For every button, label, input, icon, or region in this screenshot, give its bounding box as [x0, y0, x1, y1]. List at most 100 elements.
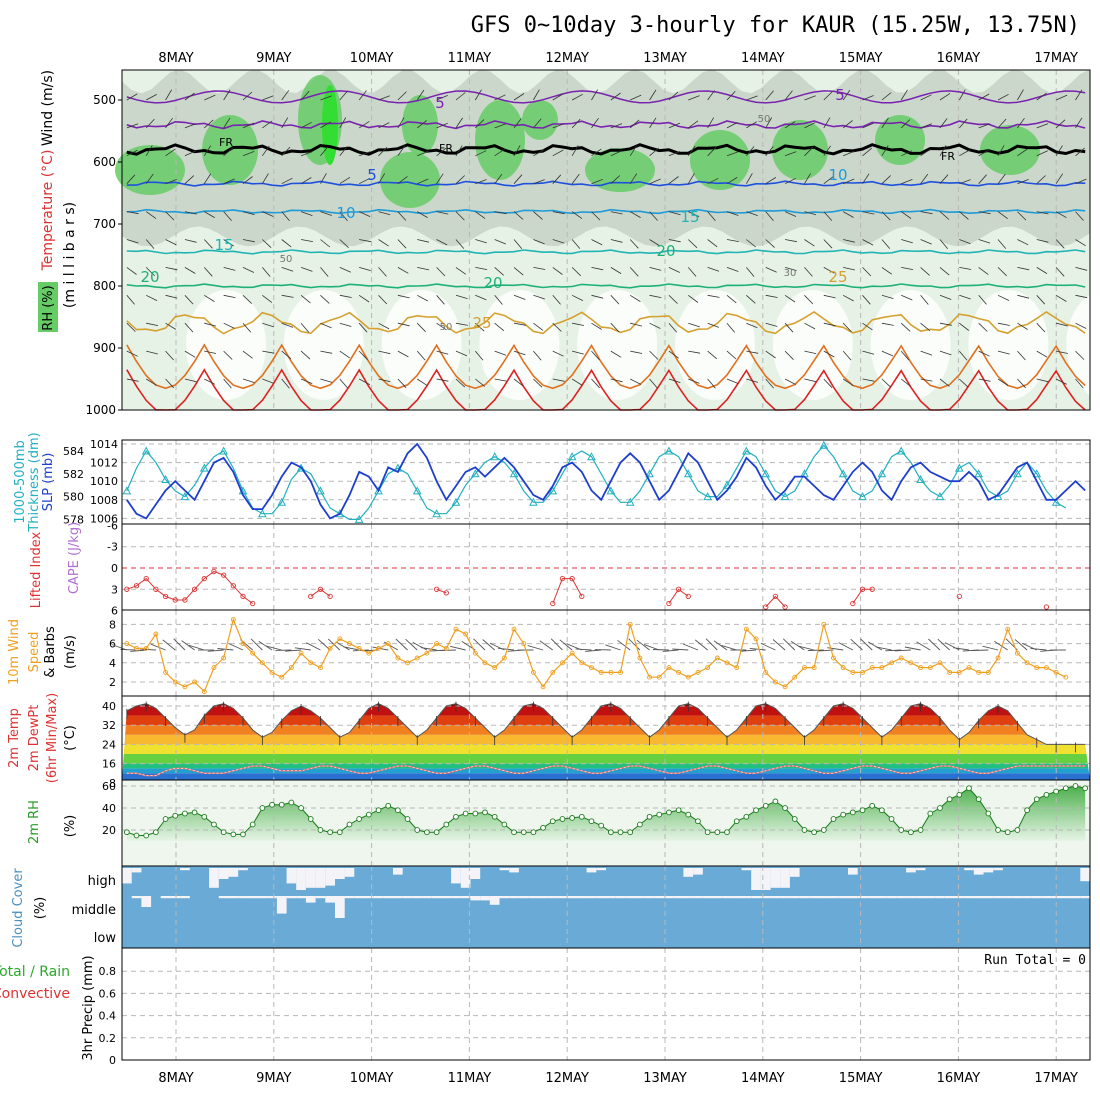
- wind-barb: [843, 267, 855, 271]
- wind-barb: [978, 93, 990, 101]
- wind-barb: [436, 378, 449, 382]
- wind-barb: [405, 638, 418, 651]
- wind-speed-marker: [376, 645, 381, 651]
- wind-barb: [417, 239, 429, 243]
- thickness-marker: [742, 446, 751, 455]
- wind-barb: [320, 267, 329, 277]
- rh-marker: [191, 809, 198, 816]
- wind-speed-marker: [627, 621, 633, 627]
- li-marker: [230, 583, 236, 589]
- wind-barb: [591, 378, 600, 389]
- wind-barb: [688, 350, 701, 354]
- precip-tick-label: 0.6: [99, 987, 117, 1000]
- wind-barb: [901, 179, 913, 185]
- wind-barb: [571, 378, 583, 386]
- cloud-clear-bar: [635, 896, 645, 899]
- wind-barb: [688, 120, 699, 129]
- cloud-clear-bar: [954, 896, 965, 899]
- rh-marker: [182, 810, 188, 817]
- chart-title: GFS 0~10day 3-hourly for KAUR (15.25W, 1…: [471, 13, 1080, 38]
- cloud-clear-bar: [596, 896, 606, 899]
- wind-barb: [668, 176, 679, 185]
- wind-barb: [881, 322, 894, 326]
- top-date-label: 10MAY: [350, 51, 394, 66]
- wind-speed-marker: [656, 674, 662, 680]
- wind-speed-marker: [734, 665, 740, 671]
- wind-barb: [901, 150, 913, 157]
- cloud-clear-bar: [819, 896, 829, 899]
- wind-barb: [920, 239, 932, 245]
- cloud-clear-bar: [547, 896, 558, 899]
- rh-marker: [772, 798, 779, 805]
- temp-tick-label: 16: [102, 758, 116, 771]
- wind-barb: [397, 294, 410, 299]
- rh-tick-label: 60: [102, 780, 116, 793]
- precip-tick-label: 0.4: [99, 1010, 117, 1023]
- wind-barb: [281, 239, 292, 248]
- thickness-marker: [432, 509, 441, 518]
- cloud-clear-bar: [228, 868, 239, 877]
- cloud-clear-bar: [683, 896, 694, 899]
- li-marker: [579, 593, 585, 600]
- thickness-marker: [296, 463, 306, 472]
- temp-tick-label: 24: [102, 738, 116, 751]
- wind-barb: [959, 294, 971, 300]
- cloud-clear-bar: [983, 896, 994, 899]
- wind-barb: [591, 117, 599, 129]
- wind-barb: [126, 211, 139, 215]
- wind-barb: [997, 239, 1007, 249]
- wind-barb: [339, 239, 349, 248]
- wind-barb: [575, 648, 592, 651]
- cloud-clear-bar: [422, 896, 432, 899]
- wind-barb: [395, 638, 408, 651]
- wind-speed-marker: [385, 641, 391, 647]
- wind-speed-marker: [831, 655, 836, 661]
- cloud-clear-bar: [1070, 896, 1081, 899]
- wind-barb: [494, 267, 504, 276]
- li-marker: [240, 593, 246, 600]
- wind-barb: [552, 123, 565, 129]
- lifted-index-label: Lifted Index: [29, 531, 44, 608]
- rh-dry-area: [283, 290, 364, 400]
- wind-speed-marker: [889, 660, 895, 666]
- wind-barb: [904, 646, 921, 651]
- rh-marker: [1014, 827, 1021, 833]
- wind-barb: [726, 239, 739, 242]
- cloud-level-label: middle: [72, 903, 116, 918]
- cloud-clear-bar: [373, 896, 384, 899]
- wind-speed-marker: [753, 636, 759, 642]
- li-marker: [133, 583, 140, 589]
- wind-barb: [533, 267, 546, 270]
- wind-barb: [1075, 294, 1088, 299]
- wind-barb: [126, 295, 135, 305]
- cloud-clear-bar: [760, 868, 771, 890]
- rh-marker: [540, 824, 546, 831]
- wind-barb: [494, 211, 507, 215]
- rh2m-label: 2m RH: [27, 800, 42, 844]
- wind-barb: [1017, 350, 1026, 361]
- wind-speed-marker: [482, 660, 488, 666]
- li-marker: [211, 568, 217, 575]
- thickness-marker: [606, 486, 616, 495]
- rh-marker: [298, 805, 304, 811]
- rh-marker: [985, 810, 992, 817]
- wind-barb: [339, 90, 348, 101]
- wind-barb: [649, 178, 661, 185]
- wind-barb: [765, 177, 777, 185]
- wind-barb: [513, 350, 526, 356]
- wind-barb: [1075, 178, 1087, 185]
- wind-barb: [726, 211, 739, 216]
- wind-barb: [746, 350, 759, 354]
- wind-barb: [1055, 119, 1066, 129]
- rh-marker: [472, 810, 479, 817]
- wind-barb: [920, 173, 929, 184]
- wind-label-b: Speed: [27, 632, 42, 673]
- wind-speed-marker: [995, 655, 1001, 661]
- cloud-clear-bar: [654, 896, 665, 899]
- wind-barb: [513, 211, 524, 220]
- rh-marker: [346, 821, 353, 828]
- wind-barb: [204, 322, 216, 327]
- wind-barb: [162, 639, 176, 651]
- rh-marker: [404, 816, 411, 822]
- precip-panel: 0.8 0.6 0.4 0.2 0 Run Total = 0 Total / Rain Co…: [0, 947, 1091, 1067]
